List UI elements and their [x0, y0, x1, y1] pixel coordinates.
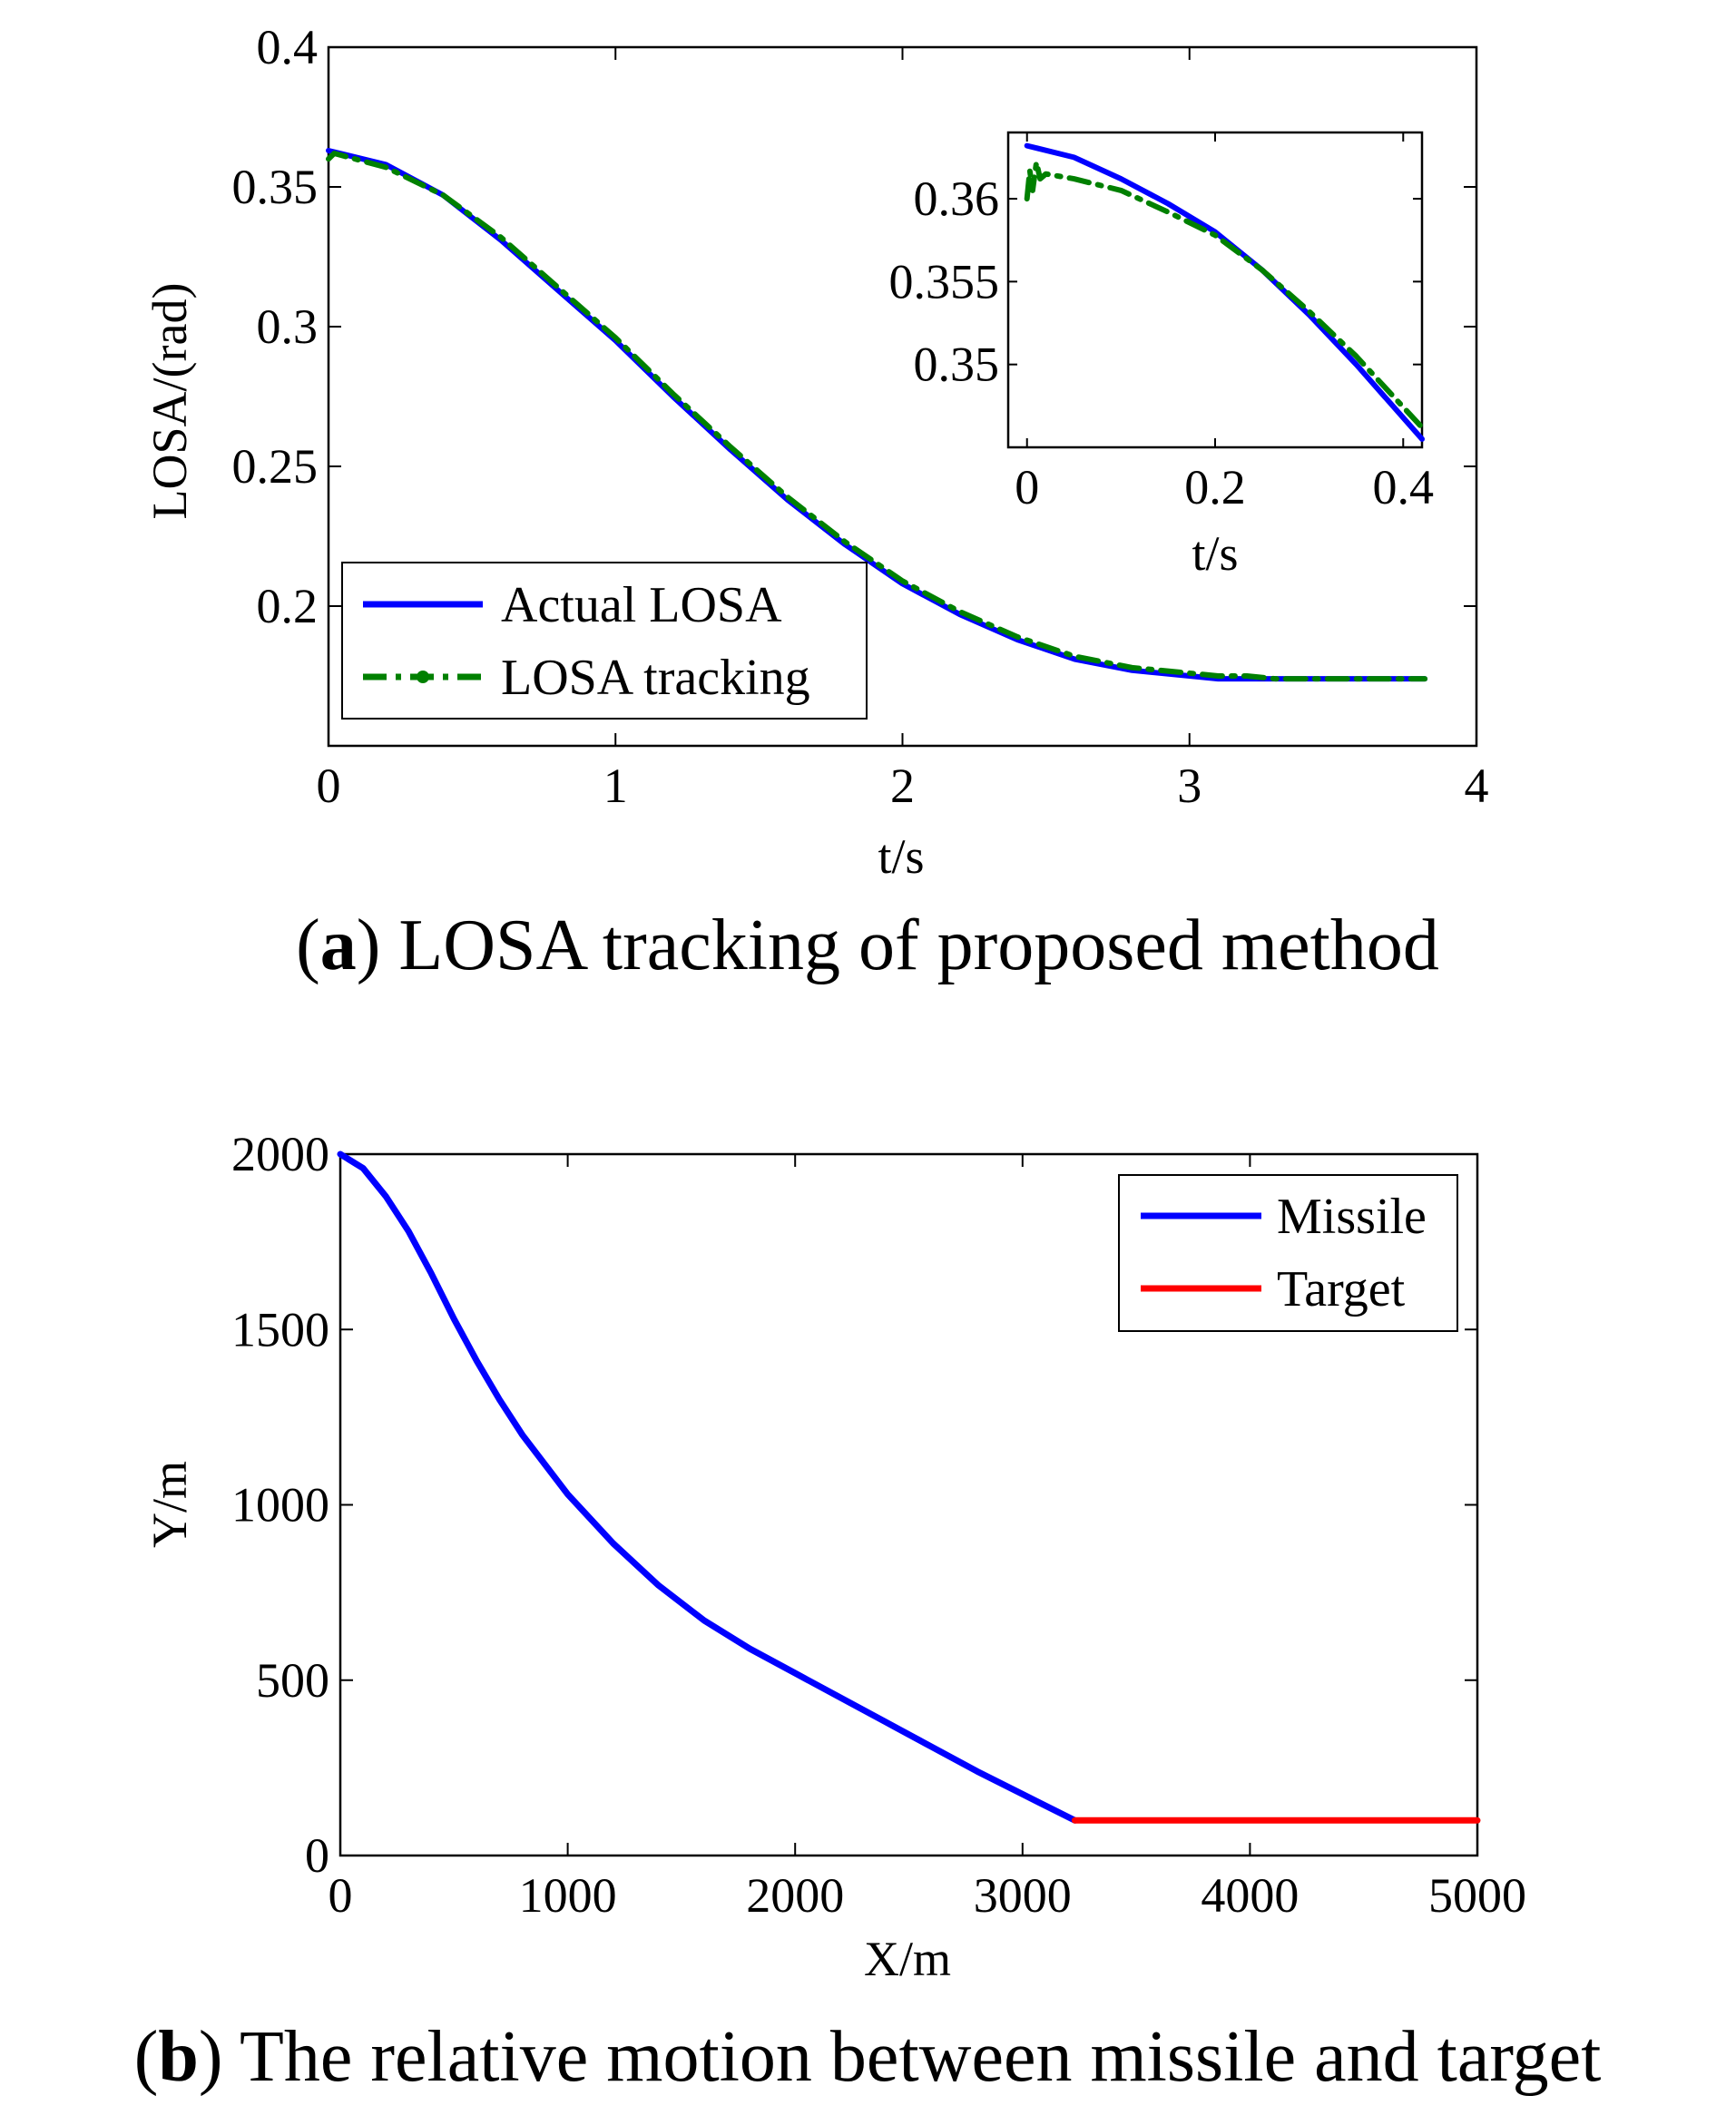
- inset-y-tick-label: 0.35: [914, 338, 1000, 392]
- inset-series-losa-tracking: [1024, 159, 1425, 431]
- panel-b-y-tick-label: 0: [305, 1828, 329, 1883]
- panel-a-x-tick-label: 0: [317, 759, 341, 813]
- inset-x-tick-label: 0.4: [1373, 460, 1435, 514]
- panel-a-y-axis-label: LOSA/(rad): [142, 283, 197, 520]
- panel-a-series: [326, 148, 1428, 682]
- panel-b-ticks: 0 1000 2000 3000 4000 5000 0 500 1000 1500 2000: [231, 1127, 1526, 1923]
- legend-label-losa-tracking: LOSA tracking: [501, 650, 810, 706]
- panel-a-legend: Actual LOSA LOSA tracking: [341, 562, 868, 720]
- panel-a-x-tick-label: 4: [1465, 759, 1489, 813]
- panel-b-y-axis-label: Y/m: [142, 1461, 197, 1548]
- panel-b-caption: (b) The relative motion between missile …: [134, 2017, 1602, 2097]
- panel-b-caption-label: b: [158, 2017, 199, 2097]
- panel-b-x-tick-label: 5000: [1428, 1868, 1526, 1923]
- panel-a-x-axis-label: t/s: [878, 829, 924, 884]
- panel-b-x-tick-label: 0: [329, 1868, 353, 1923]
- panel-a-caption-label: a: [320, 906, 357, 985]
- panel-a-inset: 0 0.2 0.4 0.35 0.355 0.36 t/s: [889, 131, 1435, 581]
- legend-label-actual-losa: Actual LOSA: [501, 577, 782, 633]
- panel-a-y-tick-label: 0.4: [257, 20, 319, 74]
- panel-b-x-tick-label: 3000: [974, 1868, 1072, 1923]
- panel-a-y-tick-label: 0.35: [232, 160, 319, 214]
- inset-x-tick-label: 0: [1015, 460, 1039, 514]
- panel-b-x-tick-label: 4000: [1201, 1868, 1299, 1923]
- panel-b-x-tick-label: 1000: [519, 1868, 617, 1923]
- panel-a-legend-box: [341, 562, 868, 720]
- inset-y-tick-label: 0.355: [889, 254, 1000, 308]
- panel-a-x-tick-label: 1: [603, 759, 628, 813]
- inset-y-tick-label: 0.36: [914, 171, 1000, 226]
- panel-b-x-tick-label: 2000: [746, 1868, 844, 1923]
- inset-ticks: 0 0.2 0.4 0.35 0.355 0.36: [889, 132, 1435, 514]
- panel-b-x-axis-label: X/m: [864, 1932, 951, 1986]
- panel-b-series: [337, 1151, 1481, 1824]
- panel-b-caption-text: The relative motion between missile and …: [240, 2017, 1601, 2097]
- panel-a-ticks: 0 1 2 3 4 0.2 0.25 0.3 0.35 0.4: [232, 20, 1489, 813]
- panel-b-legend: Missile Target: [1118, 1174, 1458, 1332]
- inset-x-axis-label: t/s: [1192, 526, 1238, 581]
- legend-label-missile: Missile: [1277, 1189, 1427, 1245]
- panel-a-x-tick-label: 3: [1177, 759, 1201, 813]
- panel-b-y-tick-label: 1500: [231, 1302, 329, 1356]
- panel-b-y-tick-label: 1000: [231, 1478, 329, 1533]
- panel-b-relative-motion: 0 1000 2000 3000 4000 5000 0 500 1000 1500 2000 Mi…: [134, 1127, 1602, 2097]
- panel-b-y-tick-label: 2000: [231, 1127, 329, 1181]
- inset-series: [1024, 142, 1425, 442]
- legend-marker-losa-tracking: [417, 671, 429, 683]
- panel-b-series-missile: [337, 1151, 1078, 1824]
- panel-a-y-tick-label: 0.2: [257, 579, 319, 633]
- legend-label-target: Target: [1277, 1261, 1406, 1317]
- inset-x-tick-label: 0.2: [1184, 460, 1246, 514]
- panel-a-y-tick-label: 0.25: [232, 439, 319, 494]
- panel-a-x-tick-label: 2: [890, 759, 915, 813]
- panel-a-series-losa-tracking: [326, 151, 1428, 682]
- panel-a-losa-tracking: 0 1 2 3 40.20.250.30.350.4 0 0.2 0.40.350.3550…: [142, 20, 1489, 985]
- panel-a-caption: (a) LOSA tracking of proposed method: [296, 906, 1439, 985]
- panel-a-caption-text: LOSA tracking of proposed method: [398, 906, 1438, 985]
- inset-series-actual-losa: [1024, 142, 1425, 442]
- panel-b-legend-box: [1118, 1174, 1458, 1332]
- panel-a-y-tick-label: 0.3: [257, 299, 319, 354]
- panel-b-y-tick-label: 500: [256, 1653, 329, 1708]
